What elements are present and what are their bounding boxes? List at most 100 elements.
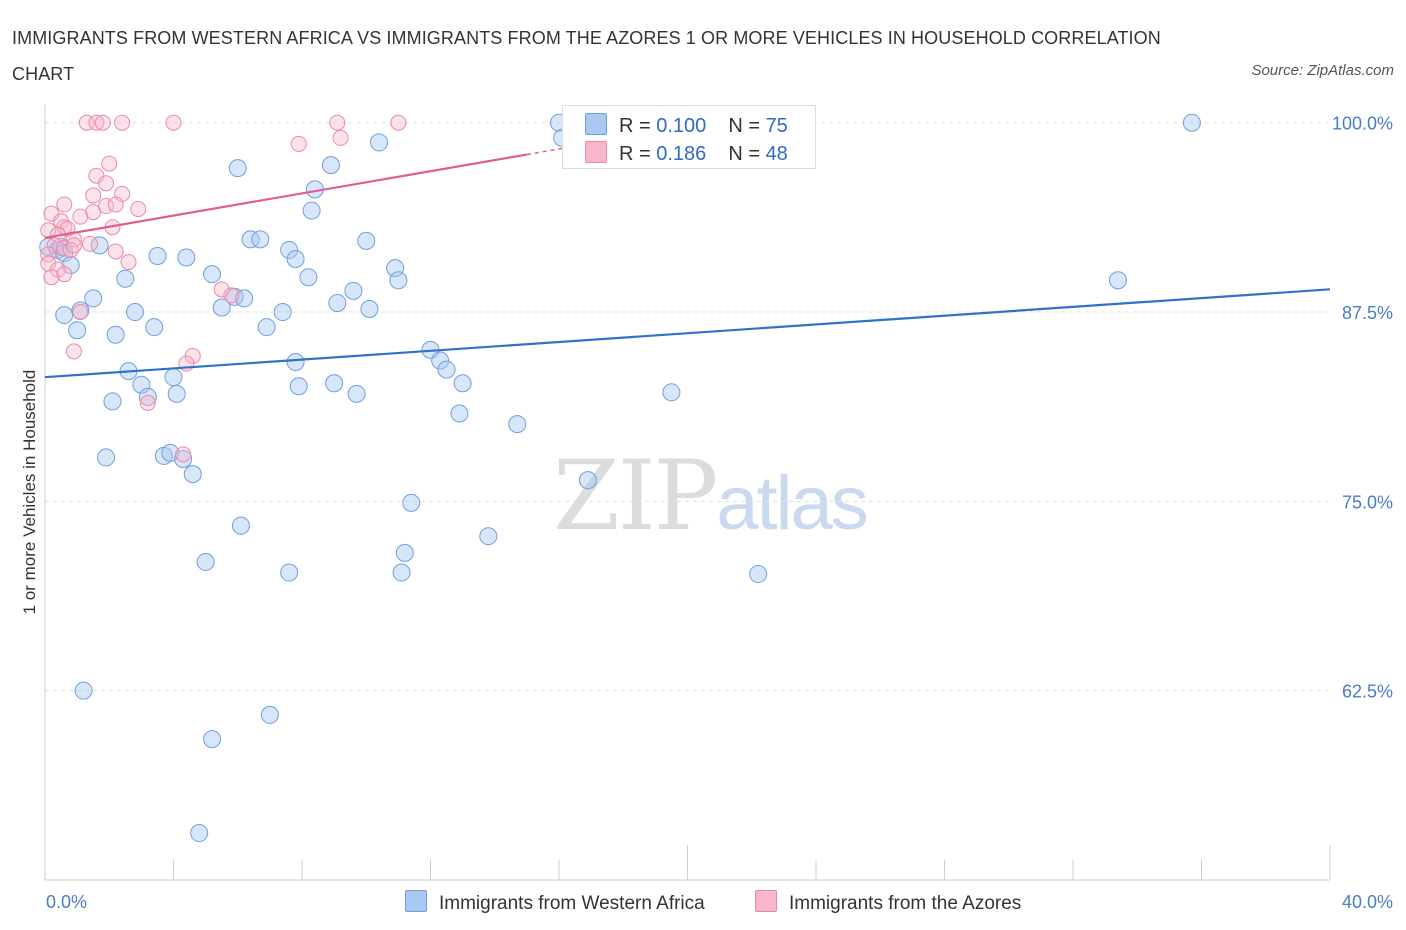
point-azores xyxy=(43,269,60,286)
point-western-africa xyxy=(148,247,167,265)
legend-r-label: R = xyxy=(619,143,657,165)
x-tick-label: 40.0% xyxy=(1342,892,1393,912)
point-western-africa xyxy=(1108,271,1127,290)
series-name-azores: Immigrants from the Azores xyxy=(789,893,1022,914)
point-western-africa xyxy=(325,374,344,393)
series-swatch-western-africa xyxy=(405,890,427,912)
trend-line-western-africa xyxy=(44,288,1331,379)
series-swatch-azores xyxy=(755,890,777,912)
point-western-africa xyxy=(370,133,389,152)
y-tick-label: 100.0% xyxy=(1332,114,1393,134)
point-azores xyxy=(72,304,89,321)
point-western-africa xyxy=(280,563,299,582)
point-western-africa xyxy=(286,353,305,372)
point-western-africa xyxy=(84,289,103,308)
data-points xyxy=(39,113,1201,843)
y-tick-label: 62.5% xyxy=(1342,682,1393,702)
point-western-africa xyxy=(431,351,450,370)
point-western-africa xyxy=(228,159,247,178)
point-western-africa xyxy=(138,387,157,406)
series-legend: Immigrants from Western Africa Immigrant… xyxy=(0,890,1406,916)
point-western-africa xyxy=(749,565,768,584)
point-azores xyxy=(40,255,57,272)
legend-r-label: R = xyxy=(619,115,657,137)
point-western-africa xyxy=(103,392,122,411)
point-azores xyxy=(65,237,82,254)
point-western-africa xyxy=(273,303,292,322)
tick-labels: 100.0% 87.5% 75.0% 62.5% 0.0% 40.0% xyxy=(46,114,1393,912)
point-western-africa xyxy=(302,201,321,220)
point-western-africa xyxy=(479,527,498,546)
point-western-africa xyxy=(389,271,408,290)
y-axis-label: 1 or more Vehicles in Household xyxy=(20,370,39,615)
point-azores xyxy=(88,114,105,131)
point-azores xyxy=(114,114,131,131)
legend-n-value: 75 xyxy=(765,115,788,137)
point-western-africa xyxy=(344,281,363,300)
point-western-africa xyxy=(453,374,472,393)
point-western-africa xyxy=(196,552,215,571)
point-western-africa xyxy=(167,384,186,403)
point-western-africa xyxy=(116,269,135,288)
point-western-africa xyxy=(235,289,254,308)
point-western-africa xyxy=(174,449,193,468)
point-western-africa xyxy=(286,250,305,269)
series-legend-azores: Immigrants from the Azores xyxy=(755,890,1021,915)
point-western-africa xyxy=(347,384,366,403)
point-azores xyxy=(290,135,307,152)
point-western-africa xyxy=(437,360,456,379)
y-tick-label: 75.0% xyxy=(1342,492,1393,512)
grid-lines xyxy=(45,122,1330,692)
point-western-africa xyxy=(145,318,164,337)
series-name-western-africa: Immigrants from Western Africa xyxy=(439,893,705,914)
point-azores xyxy=(329,114,346,131)
point-western-africa xyxy=(662,383,681,402)
point-western-africa xyxy=(289,377,308,396)
point-azores xyxy=(332,129,349,146)
point-western-africa xyxy=(203,265,222,284)
point-azores xyxy=(56,266,73,283)
trend-lines xyxy=(44,147,1331,379)
watermark: ZIPatlas xyxy=(553,440,869,552)
point-azores xyxy=(40,246,57,263)
point-western-africa xyxy=(55,306,74,325)
series-legend-western-africa: Immigrants from Western Africa xyxy=(405,890,705,915)
point-western-africa xyxy=(68,321,87,340)
point-western-africa xyxy=(402,493,421,512)
point-azores xyxy=(101,155,118,172)
point-western-africa xyxy=(1182,113,1201,132)
point-azores xyxy=(130,201,147,218)
point-western-africa xyxy=(251,230,270,249)
legend-r-value: 0.100 xyxy=(656,115,707,137)
trend-line-azores xyxy=(44,153,528,239)
point-western-africa xyxy=(299,268,318,287)
legend-n-label: N = xyxy=(728,143,766,165)
watermark-zip: ZIP xyxy=(553,440,718,552)
point-western-africa xyxy=(183,465,202,484)
point-azores xyxy=(107,196,124,213)
point-western-africa xyxy=(212,298,231,317)
point-western-africa xyxy=(257,318,276,337)
point-azores xyxy=(46,237,63,254)
point-western-africa xyxy=(450,404,469,423)
legend-row-western-africa: R = 0.100 N = 75 xyxy=(585,113,788,139)
point-western-africa xyxy=(508,415,527,434)
legend-swatch-western-africa xyxy=(585,113,607,135)
point-western-africa xyxy=(203,730,222,749)
point-western-africa xyxy=(328,293,347,312)
y-tick-label: 87.5% xyxy=(1342,303,1393,323)
point-western-africa xyxy=(321,156,340,175)
legend-n-value: 48 xyxy=(765,143,788,165)
point-azores xyxy=(223,287,240,304)
point-western-africa xyxy=(125,303,144,322)
point-azores xyxy=(65,343,82,360)
point-azores xyxy=(213,281,230,298)
point-western-africa xyxy=(106,325,125,344)
legend-n-label: N = xyxy=(728,115,766,137)
point-western-africa xyxy=(164,368,183,387)
point-azores xyxy=(98,175,115,192)
point-azores xyxy=(85,187,102,204)
x-tick-label: 0.0% xyxy=(46,892,87,912)
point-azores xyxy=(165,114,182,131)
source-label: Source: ZipAtlas.com xyxy=(1251,62,1394,79)
